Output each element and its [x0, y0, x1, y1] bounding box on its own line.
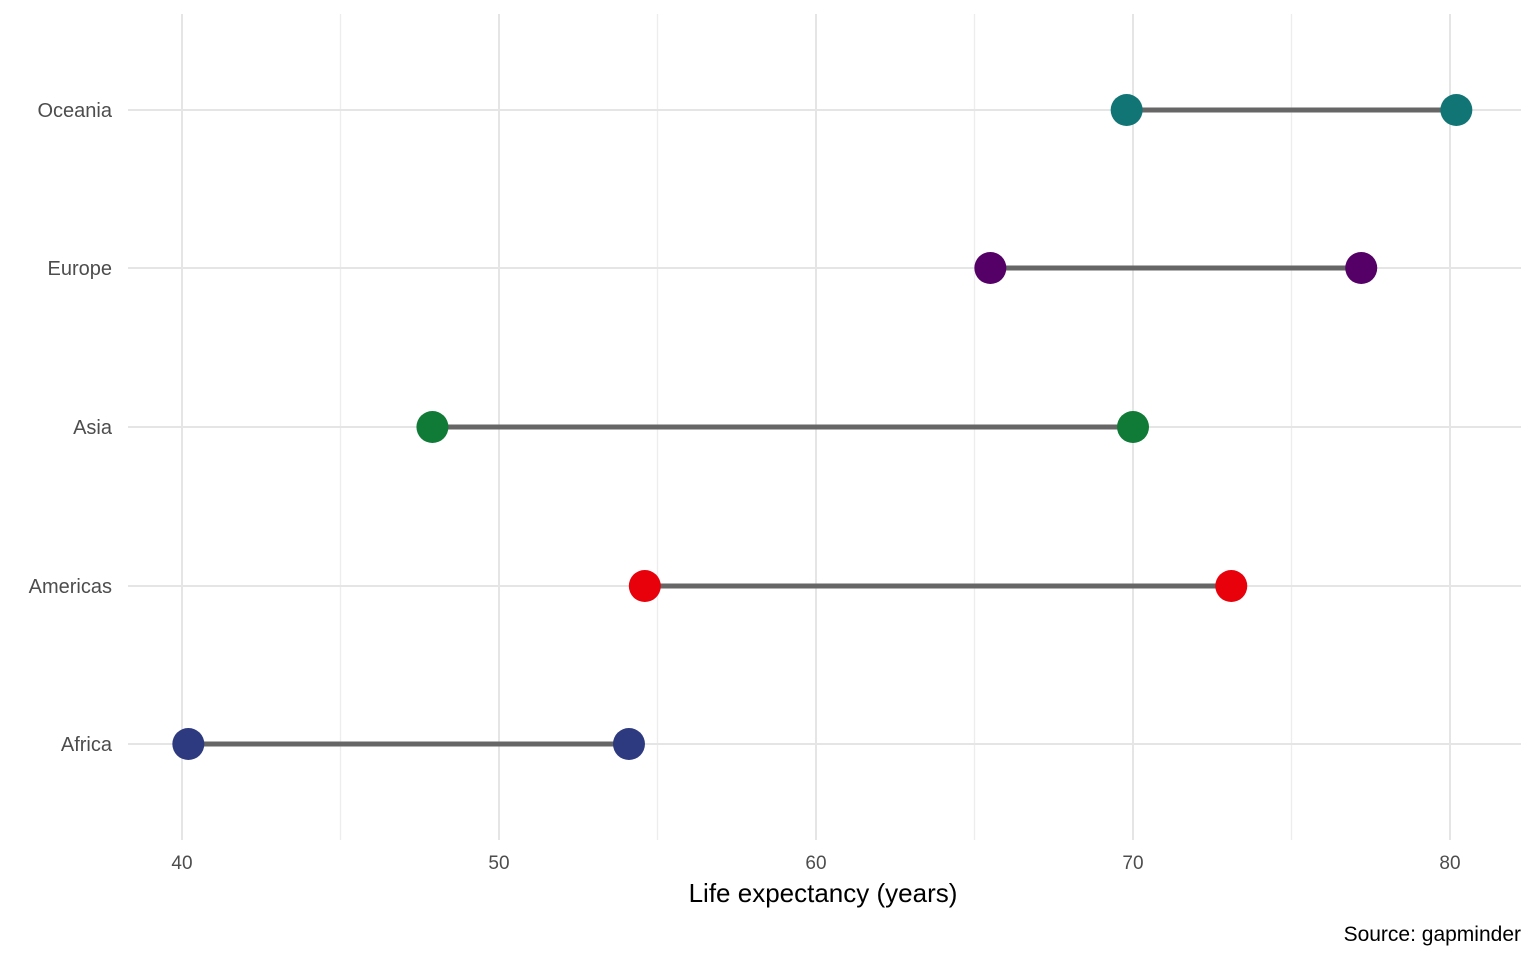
- y-tick-label-asia: Asia: [73, 417, 113, 439]
- x-axis-label: Life expectancy (years): [689, 878, 958, 908]
- point-high-europe: [1345, 252, 1378, 284]
- x-tick-label-70: 70: [1122, 853, 1143, 874]
- x-tick-label-80: 80: [1439, 853, 1460, 874]
- x-axis-tick-labels: 40 50 60 70 80: [171, 853, 1460, 874]
- x-tick-label-60: 60: [805, 853, 826, 874]
- source-caption: Source: gapminder: [1344, 923, 1521, 946]
- point-low-oceania: [1110, 94, 1143, 126]
- y-tick-label-africa: Africa: [61, 734, 113, 756]
- point-high-asia: [1117, 411, 1149, 443]
- point-low-americas: [628, 570, 661, 602]
- point-low-africa: [172, 728, 205, 760]
- point-high-africa: [612, 728, 645, 760]
- dumbbell-segments: [188, 107, 1457, 747]
- x-tick-label-40: 40: [171, 853, 192, 874]
- y-tick-label-americas: Americas: [29, 576, 112, 598]
- y-tick-label-oceania: Oceania: [38, 100, 113, 122]
- y-axis-tick-labels: Africa Americas Asia Europe Oceania: [29, 100, 113, 756]
- point-low-europe: [974, 252, 1007, 284]
- x-tick-label-50: 50: [488, 853, 509, 874]
- y-tick-label-europe: Europe: [48, 258, 113, 280]
- point-high-americas: [1215, 570, 1248, 602]
- dumbbell-points: [172, 94, 1473, 760]
- point-high-oceania: [1440, 94, 1473, 126]
- point-low-asia: [416, 411, 449, 443]
